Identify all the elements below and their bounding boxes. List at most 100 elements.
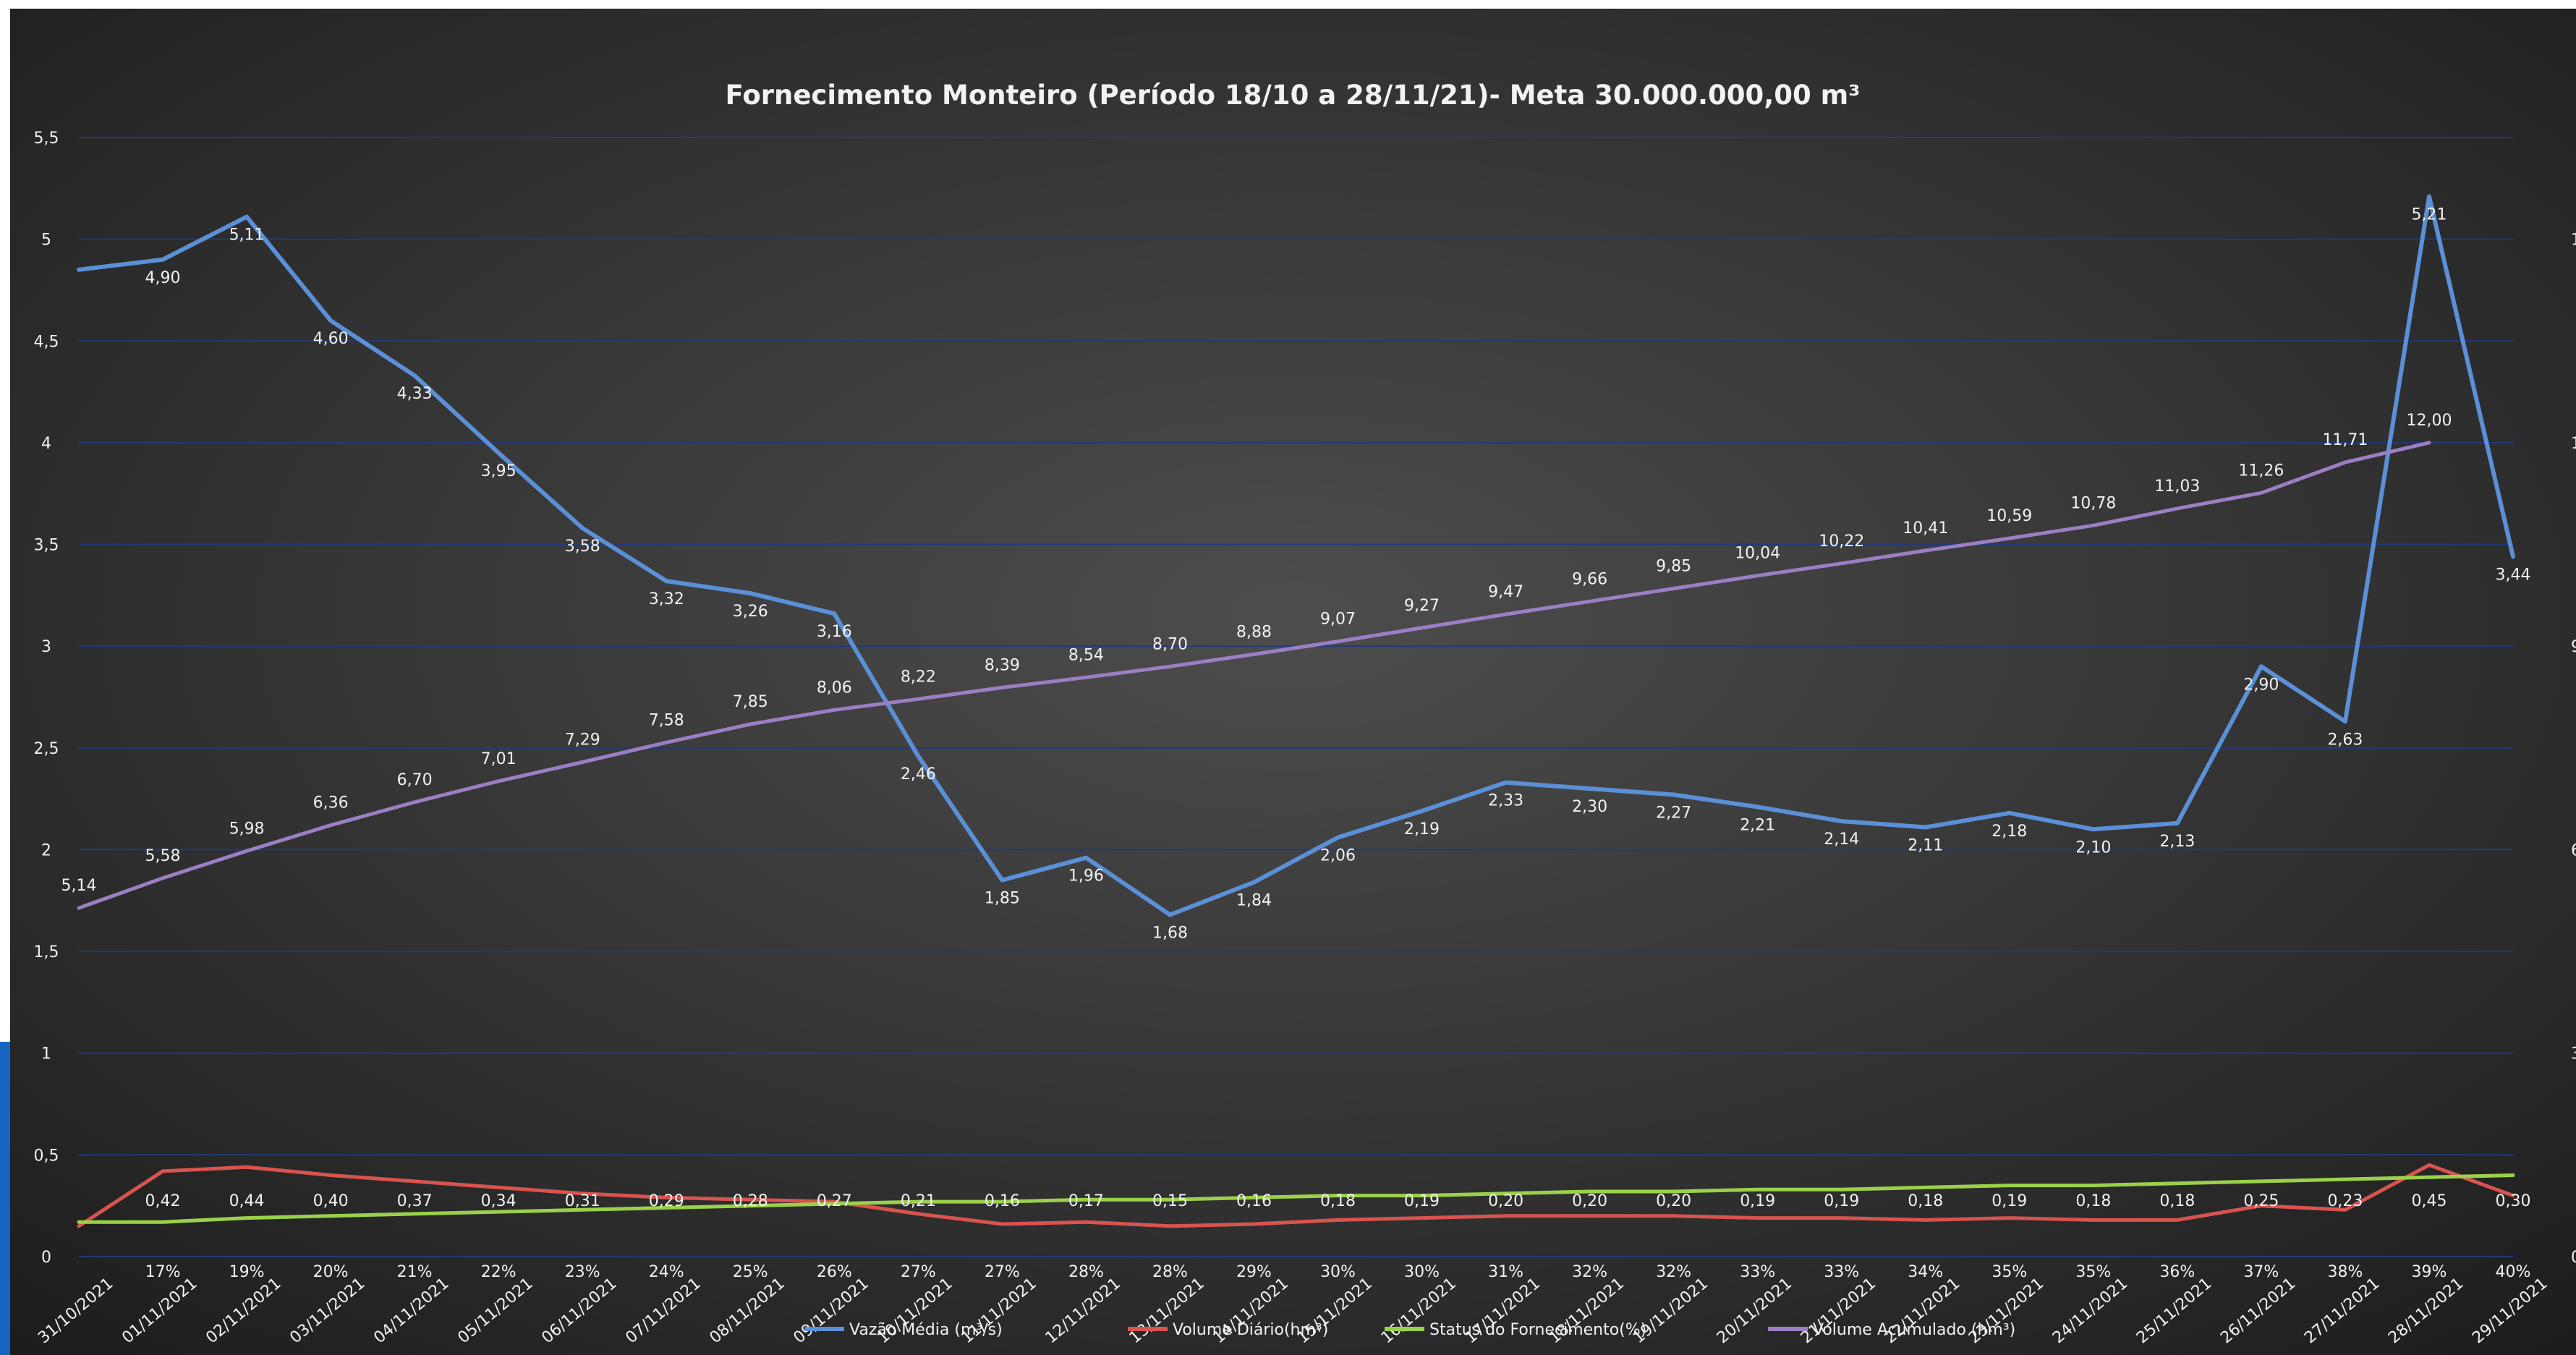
data-label: 0,18 xyxy=(2159,1192,2195,1210)
legend-label: Vazão Média (m³/s) xyxy=(849,1321,1003,1339)
y-left-tick-label: 4,5 xyxy=(34,333,59,351)
y-right-tick-label: 1 xyxy=(2571,232,2576,250)
data-label: 10,22 xyxy=(1819,532,1864,551)
legend-label: Volume Acumulado (hm³) xyxy=(1813,1321,2015,1339)
data-label: 3,16 xyxy=(817,623,852,641)
data-label: 0,17 xyxy=(1068,1192,1104,1210)
data-label: 33% xyxy=(1740,1263,1775,1281)
data-label: 8,88 xyxy=(1236,623,1272,641)
data-label: 7,01 xyxy=(481,750,517,768)
data-label: 5,58 xyxy=(145,847,181,865)
data-label: 0,40 xyxy=(313,1192,349,1210)
data-label: 0,42 xyxy=(145,1192,181,1210)
data-label: 1,68 xyxy=(1152,924,1188,942)
data-label: 9,07 xyxy=(1320,611,1356,629)
data-label: 28% xyxy=(1068,1263,1104,1281)
data-label: 32% xyxy=(1656,1263,1691,1281)
data-label: 6,70 xyxy=(397,771,433,789)
y-left-tick-label: 2,5 xyxy=(34,740,59,758)
chart-background xyxy=(10,9,2576,1355)
data-label: 35% xyxy=(2075,1263,2111,1281)
data-label: 12,00 xyxy=(2406,412,2452,430)
data-label: 34% xyxy=(1908,1263,1943,1281)
data-label: 2,33 xyxy=(1488,792,1523,810)
data-label: 0,45 xyxy=(2411,1192,2447,1210)
data-label: 33% xyxy=(1824,1263,1859,1281)
series-line xyxy=(77,1173,2515,1224)
data-label: 2,27 xyxy=(1656,804,1691,823)
data-label: 2,90 xyxy=(2243,676,2279,694)
data-label: 0,15 xyxy=(1152,1192,1188,1210)
data-label: 3,44 xyxy=(2496,566,2531,584)
data-label: 10,59 xyxy=(1986,507,2032,525)
data-label: 2,11 xyxy=(1908,837,1943,855)
y-left-tick-label: 2 xyxy=(41,841,51,859)
y-left-tick-label: 0 xyxy=(41,1249,51,1267)
data-label: 25% xyxy=(733,1263,768,1281)
y-left-tick-label: 3 xyxy=(41,638,51,656)
data-label: 1,85 xyxy=(985,890,1020,908)
data-label: 5,98 xyxy=(229,820,265,838)
data-label: 4,60 xyxy=(313,330,349,348)
data-label: 8,39 xyxy=(985,656,1020,674)
data-label: 2,46 xyxy=(901,765,936,783)
data-label: 8,70 xyxy=(1152,635,1188,653)
data-label: 3,58 xyxy=(565,538,600,556)
data-label: 21% xyxy=(397,1263,433,1281)
data-label: 0,18 xyxy=(2075,1192,2111,1210)
data-label: 0,20 xyxy=(1488,1192,1523,1210)
data-label: 5,14 xyxy=(61,877,97,895)
data-label: 38% xyxy=(2327,1263,2363,1281)
data-label: 24% xyxy=(649,1263,684,1281)
data-label: 35% xyxy=(1991,1263,2027,1281)
data-label: 2,14 xyxy=(1824,831,1859,849)
data-label: 11,26 xyxy=(2238,462,2284,480)
data-label: 1,84 xyxy=(1236,891,1272,909)
data-label: 27% xyxy=(985,1263,1020,1281)
series-line xyxy=(77,1163,2515,1228)
chart-panel: Fornecimento Monteiro (Período 18/10 a 2… xyxy=(10,9,2576,1355)
data-label: 0,34 xyxy=(481,1192,517,1210)
data-label: 0,25 xyxy=(2243,1192,2279,1210)
data-label: 5,11 xyxy=(229,226,265,245)
data-label: 0,27 xyxy=(817,1192,852,1210)
data-label: 7,58 xyxy=(649,711,684,729)
data-label: 9,66 xyxy=(1572,570,1607,588)
data-label: 3,26 xyxy=(733,603,768,621)
y-right-tick-label: 3 xyxy=(2571,1045,2576,1063)
data-label: 0,44 xyxy=(229,1192,265,1210)
y-left-tick-label: 4 xyxy=(41,435,51,453)
data-label: 0,19 xyxy=(1740,1192,1775,1210)
y-right-tick-label: 6 xyxy=(2571,841,2576,859)
data-label: 8,54 xyxy=(1068,646,1104,664)
data-label: 7,85 xyxy=(733,693,768,711)
data-label: 10,78 xyxy=(2070,494,2116,512)
y-right-tick-label: 0 xyxy=(2571,1249,2576,1267)
series-line xyxy=(77,194,2515,917)
data-label: 39% xyxy=(2412,1263,2447,1281)
data-label: 27% xyxy=(901,1263,936,1281)
data-label: 9,47 xyxy=(1488,583,1523,601)
data-label: 11,03 xyxy=(2154,477,2200,496)
data-label: 1,96 xyxy=(1068,867,1104,885)
y-left-tick-label: 3,5 xyxy=(34,537,59,555)
data-label: 2,06 xyxy=(1320,847,1356,865)
legend-label: Volume Diário(hm³) xyxy=(1173,1321,1328,1339)
data-label: 10,04 xyxy=(1735,545,1780,563)
data-label: 2,19 xyxy=(1404,820,1440,838)
series-line xyxy=(77,441,2431,910)
data-label: 26% xyxy=(817,1263,852,1281)
data-label: 4,90 xyxy=(145,269,181,287)
data-label: 3,95 xyxy=(481,462,517,480)
data-label: 40% xyxy=(2496,1263,2531,1281)
data-label: 0,30 xyxy=(2496,1192,2531,1210)
data-label: 28% xyxy=(1152,1263,1188,1281)
data-label: 4,33 xyxy=(397,385,433,403)
data-label: 30% xyxy=(1404,1263,1440,1281)
data-label: 9,27 xyxy=(1404,597,1440,615)
data-label: 0,16 xyxy=(1236,1192,1272,1210)
data-label: 11,71 xyxy=(2322,431,2368,449)
data-label: 0,20 xyxy=(1572,1192,1607,1210)
data-label: 0,18 xyxy=(1908,1192,1943,1210)
data-label: 3,32 xyxy=(649,590,684,608)
